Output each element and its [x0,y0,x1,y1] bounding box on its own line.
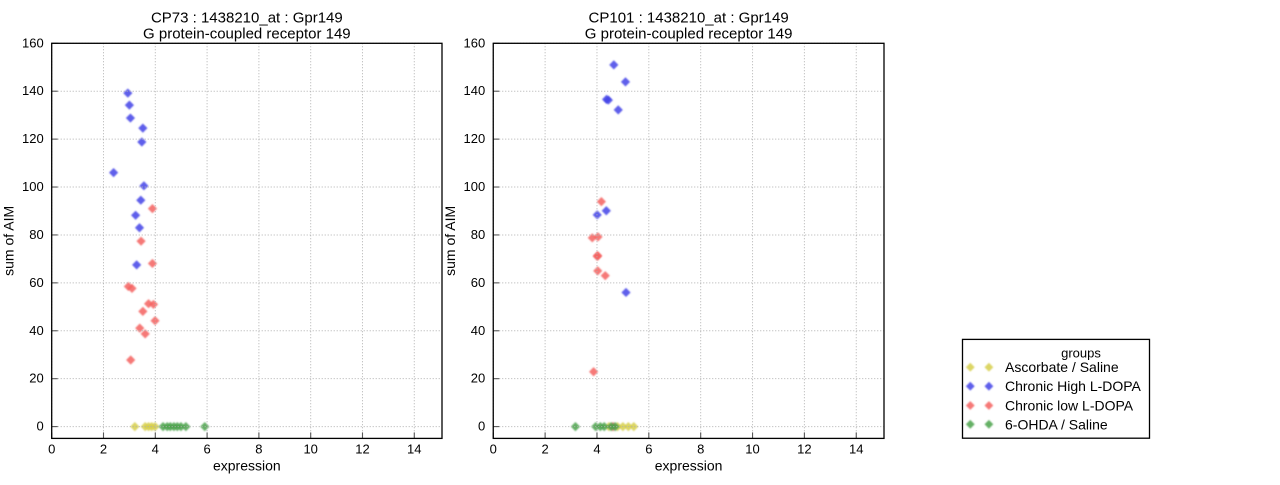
svg-text:Chronic High L-DOPA: Chronic High L-DOPA [1005,378,1142,394]
svg-text:60: 60 [29,275,43,290]
svg-text:expression: expression [213,457,281,473]
svg-text:100: 100 [464,179,486,194]
svg-text:40: 40 [29,323,43,338]
svg-text:6: 6 [645,441,652,456]
svg-text:8: 8 [697,441,704,456]
svg-text:12: 12 [355,441,369,456]
svg-text:80: 80 [471,227,485,242]
svg-text:0: 0 [36,419,43,434]
svg-text:G protein-coupled receptor 149: G protein-coupled receptor 149 [585,25,793,42]
svg-text:160: 160 [464,35,486,50]
svg-text:40: 40 [471,323,485,338]
svg-text:CP101 : 1438210_at : Gpr149: CP101 : 1438210_at : Gpr149 [589,9,789,26]
svg-text:0: 0 [478,419,485,434]
svg-text:6: 6 [203,441,210,456]
svg-text:160: 160 [22,35,44,50]
svg-text:sum of AIM: sum of AIM [442,206,458,276]
svg-text:60: 60 [471,275,485,290]
svg-text:CP73 : 1438210_at : Gpr149: CP73 : 1438210_at : Gpr149 [151,9,343,26]
svg-text:20: 20 [471,371,485,386]
svg-text:140: 140 [22,83,44,98]
svg-text:8: 8 [255,441,262,456]
svg-text:10: 10 [303,441,317,456]
svg-text:80: 80 [29,227,43,242]
svg-text:sum of AIM: sum of AIM [1,206,17,276]
svg-text:120: 120 [22,131,44,146]
svg-text:4: 4 [152,441,159,456]
svg-text:100: 100 [22,179,44,194]
svg-text:2: 2 [541,441,548,456]
svg-text:Ascorbate / Saline: Ascorbate / Saline [1005,359,1119,375]
svg-text:groups: groups [1061,345,1101,360]
svg-text:Chronic low L-DOPA: Chronic low L-DOPA [1005,398,1134,414]
svg-text:20: 20 [29,371,43,386]
svg-text:2: 2 [100,441,107,456]
svg-text:expression: expression [655,457,723,473]
svg-text:14: 14 [849,441,863,456]
svg-text:0: 0 [490,441,497,456]
svg-text:14: 14 [407,441,421,456]
svg-text:120: 120 [464,131,486,146]
svg-text:12: 12 [797,441,811,456]
svg-text:10: 10 [745,441,759,456]
svg-text:G protein-coupled receptor 149: G protein-coupled receptor 149 [143,25,351,42]
svg-text:6-OHDA / Saline: 6-OHDA / Saline [1005,416,1108,432]
svg-text:140: 140 [464,83,486,98]
svg-text:0: 0 [48,441,55,456]
svg-text:4: 4 [593,441,600,456]
